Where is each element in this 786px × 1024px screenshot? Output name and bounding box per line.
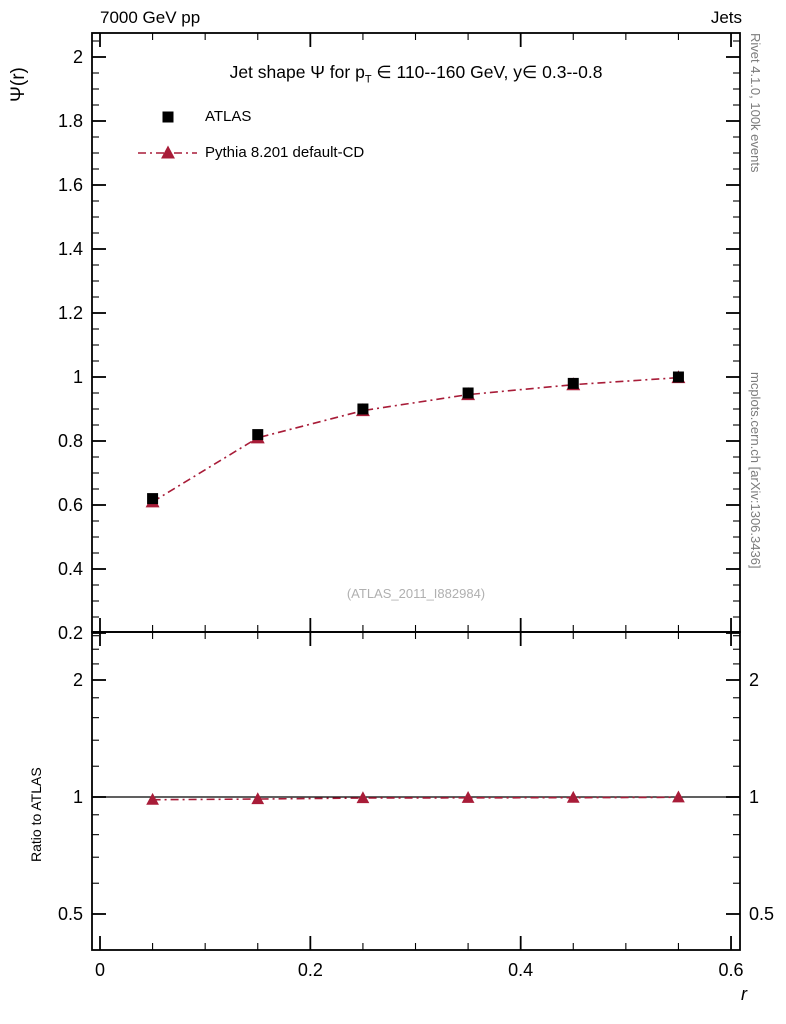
svg-text:1: 1 [73, 367, 83, 387]
legend-label-atlas: ATLAS [205, 108, 252, 125]
svg-text:1.8: 1.8 [58, 111, 83, 131]
svg-text:0.5: 0.5 [749, 904, 774, 924]
beam-energy-label: 7000 GeV pp [100, 8, 201, 27]
svg-text:1: 1 [749, 787, 759, 807]
title-pre: Jet shape Ψ for p [229, 62, 365, 82]
svg-text:0.6: 0.6 [719, 960, 744, 980]
svg-text:0.8: 0.8 [58, 431, 83, 451]
svg-text:0.5: 0.5 [58, 904, 83, 924]
title-subscript: T [364, 73, 372, 86]
svg-text:2: 2 [749, 670, 759, 690]
svg-text:2: 2 [73, 47, 83, 67]
svg-text:2: 2 [73, 670, 83, 690]
plot-title: Jet shape Ψ for pT ∈ 110--160 GeV, y∈ 0.… [92, 62, 740, 86]
analysis-id-watermark: (ATLAS_2011_I882984) [346, 586, 486, 601]
process-label: Jets [710, 8, 742, 27]
svg-text:0.2: 0.2 [298, 960, 323, 980]
svg-text:1.2: 1.2 [58, 303, 83, 323]
svg-text:1.6: 1.6 [58, 175, 83, 195]
title-post: ∈ 110--160 GeV, y∈ 0.3--0.8 [371, 62, 603, 82]
svg-text:0.6: 0.6 [58, 495, 83, 515]
x-axis-label: r [741, 984, 747, 1004]
main-y-axis-label: Ψ(r) [8, 67, 29, 102]
svg-text:1: 1 [73, 787, 83, 807]
svg-text:0.2: 0.2 [58, 623, 83, 643]
mcplots-reference-label: mcplots.cern.ch [arXiv:1306.3436] [748, 372, 763, 569]
svg-text:0.4: 0.4 [58, 559, 83, 579]
ratio-y-axis-label: Ratio to ATLAS [28, 767, 44, 862]
rivet-version-label: Rivet 4.1.0, 100k events [748, 33, 763, 173]
legend-label-pythia: Pythia 8.201 default-CD [205, 144, 365, 161]
svg-text:0: 0 [95, 960, 105, 980]
svg-text:0.4: 0.4 [508, 960, 533, 980]
svg-text:1.4: 1.4 [58, 239, 83, 259]
